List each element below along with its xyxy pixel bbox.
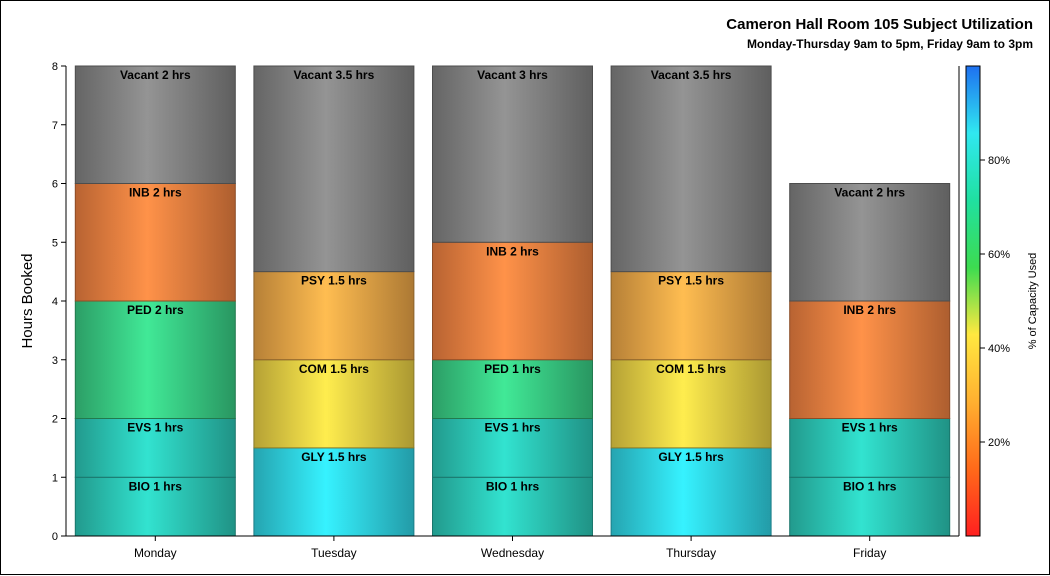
x-tick-label: Wednesday — [481, 546, 544, 560]
bar-segment — [74, 65, 236, 184]
bars-group: BIO 1 hrs EVS 1 hrs PED 2 hrs INB 2 hrs Vaca… — [74, 65, 951, 537]
x-tick-label: Friday — [853, 546, 886, 560]
bar-segment — [253, 271, 415, 361]
segment-label: Vacant 3.5 hrs — [294, 68, 375, 82]
y-tick-label: 8 — [52, 61, 58, 73]
bar-segment — [610, 271, 772, 361]
y-tick-label: 2 — [52, 414, 58, 426]
segment-label: BIO 1 hrs — [486, 479, 540, 493]
segment-label: EVS 1 hrs — [127, 421, 183, 435]
x-tick-label: Monday — [134, 546, 177, 560]
colorbar: 20% 40% 60% 80% — [965, 65, 1010, 537]
segment-label: EVS 1 hrs — [842, 421, 898, 435]
segment-label: INB 2 hrs — [843, 303, 896, 317]
bar-segment — [610, 65, 772, 273]
segment-label: INB 2 hrs — [129, 186, 182, 200]
bar-segment — [789, 476, 951, 537]
segment-label: GLY 1.5 hrs — [301, 450, 367, 464]
segment-label: GLY 1.5 hrs — [658, 450, 724, 464]
bar-segment — [432, 418, 593, 478]
chart-title: Cameron Hall Room 105 Subject Utilizatio… — [726, 16, 1033, 33]
bar-segment — [74, 183, 236, 302]
y-tick-label: 7 — [52, 120, 58, 132]
segment-label: Vacant 2 hrs — [834, 186, 905, 200]
bar-segment — [432, 241, 593, 361]
colorbar-scale — [965, 65, 981, 537]
bar-segment — [432, 65, 593, 243]
bar-segment — [74, 300, 236, 419]
colorbar-label: % of Capacity Used — [1027, 253, 1039, 350]
bar-segment — [432, 359, 593, 419]
segment-label: EVS 1 hrs — [484, 421, 540, 435]
bar-segment — [789, 418, 951, 478]
segment-label: Vacant 2 hrs — [120, 68, 191, 82]
segment-label: PED 2 hrs — [127, 303, 184, 317]
chart-subtitle: Monday-Thursday 9am to 5pm, Friday 9am t… — [747, 37, 1033, 51]
y-tick-label: 6 — [52, 179, 58, 191]
bar-segment — [74, 476, 236, 537]
colorbar-tick-label: 40% — [988, 343, 1010, 355]
segment-label: INB 2 hrs — [486, 244, 539, 258]
segment-label: PED 1 hrs — [484, 362, 541, 376]
colorbar-tick-label: 60% — [988, 249, 1010, 261]
y-axis-label: Hours Booked — [19, 253, 36, 348]
x-tick-label: Thursday — [666, 546, 716, 560]
y-tick-label: 1 — [52, 472, 58, 484]
axes-group: 0 1 2 3 4 5 6 7 8 Monday Tuesday Wednesday Thursday F… — [52, 61, 960, 560]
x-tick-label: Tuesday — [311, 546, 357, 560]
bar-segment — [253, 65, 415, 273]
y-tick-label: 0 — [52, 531, 58, 543]
bar-segment — [74, 418, 236, 478]
y-tick-label: 4 — [52, 296, 58, 308]
y-tick-label: 3 — [52, 355, 58, 367]
segment-label: COM 1.5 hrs — [656, 362, 726, 376]
segment-label: Vacant 3.5 hrs — [651, 68, 732, 82]
y-tick-label: 5 — [52, 237, 58, 249]
bar-segment — [789, 300, 951, 419]
segment-label: PSY 1.5 hrs — [658, 274, 724, 288]
bar-segment — [610, 359, 772, 449]
bar-segment — [432, 476, 593, 537]
bar-segment — [789, 183, 951, 302]
segment-label: COM 1.5 hrs — [299, 362, 369, 376]
colorbar-tick-label: 80% — [988, 155, 1010, 167]
colorbar-tick-label: 20% — [988, 437, 1010, 449]
segment-label: Vacant 3 hrs — [477, 68, 548, 82]
segment-label: BIO 1 hrs — [843, 479, 897, 493]
bar-segment — [253, 359, 415, 449]
segment-label: BIO 1 hrs — [129, 479, 183, 493]
segment-label: PSY 1.5 hrs — [301, 274, 367, 288]
